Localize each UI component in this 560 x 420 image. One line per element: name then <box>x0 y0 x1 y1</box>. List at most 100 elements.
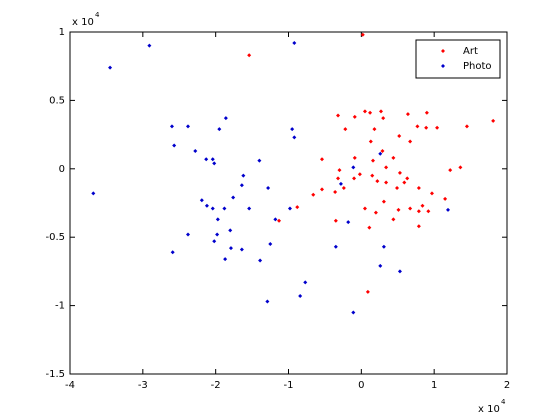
scatter-point <box>212 239 217 244</box>
scatter-point <box>320 187 325 192</box>
scatter-point <box>265 299 270 304</box>
scatter-point <box>397 133 402 138</box>
scatter-point <box>336 113 341 118</box>
scatter-point <box>185 232 190 237</box>
scatter-point <box>185 124 190 129</box>
scatter-point <box>391 155 396 160</box>
scatter-point <box>336 176 341 181</box>
scatter-point <box>337 168 342 173</box>
scatter-point <box>217 127 222 132</box>
x-tick-label: -4 <box>65 380 75 391</box>
scatter-point <box>320 157 325 162</box>
scatter-point <box>424 110 429 115</box>
legend-marker <box>441 64 445 68</box>
scatter-point <box>378 263 383 268</box>
scatter-point <box>365 289 370 294</box>
scatter-point <box>222 206 227 211</box>
scatter-point <box>210 157 215 162</box>
scatter-point <box>426 209 431 214</box>
scatter-point <box>341 185 346 190</box>
scatter-point <box>241 173 246 178</box>
scatter-point <box>266 185 271 190</box>
legend-label: Art <box>463 46 478 57</box>
scatter-point <box>215 217 220 222</box>
scatter-point <box>372 127 377 132</box>
scatter-point <box>458 165 463 170</box>
x-tick-label: 1 <box>431 380 437 391</box>
scatter-point <box>408 139 413 144</box>
scatter-point <box>193 149 198 154</box>
scatter-point <box>416 209 421 214</box>
scatter-point <box>239 183 244 188</box>
scatter-point <box>352 155 357 160</box>
scatter-point <box>257 158 262 163</box>
y-exponent-base: x 10 <box>72 17 94 28</box>
scatter-point <box>408 206 413 211</box>
scatter-point <box>384 165 389 170</box>
scatter-point <box>378 151 383 156</box>
scatter-point <box>397 269 402 274</box>
scatter-point <box>303 280 308 285</box>
scatter-point <box>367 225 372 230</box>
scatter-point <box>360 32 365 37</box>
scatter-point <box>381 199 386 204</box>
scatter-point <box>172 143 177 148</box>
scatter-point <box>290 127 295 132</box>
y-exponent: x 10 4 <box>72 11 100 28</box>
scatter-point <box>295 205 300 210</box>
x-exponent-power: 4 <box>501 398 506 406</box>
scatter-point <box>258 258 263 263</box>
scatter-point <box>464 124 469 129</box>
scatter-point <box>169 124 174 129</box>
x-tick-label: -3 <box>138 380 148 391</box>
scatter-point <box>370 158 375 163</box>
scatter-point <box>384 180 389 185</box>
scatter-point <box>311 192 316 197</box>
scatter-point <box>212 161 217 166</box>
scatter-point <box>380 149 385 154</box>
scatter-point <box>231 195 236 200</box>
scatter-point <box>416 224 421 229</box>
scatter-point <box>338 181 343 186</box>
scatter-point <box>343 127 348 132</box>
scatter-point <box>368 110 373 115</box>
scatter-point <box>352 114 357 119</box>
scatter-point <box>395 185 400 190</box>
scatter-point <box>170 250 175 255</box>
scatter-point <box>247 206 252 211</box>
scatter-point <box>429 191 434 196</box>
y-exponent-power: 4 <box>95 11 100 19</box>
scatter-point <box>405 112 410 117</box>
legend-box <box>415 39 501 79</box>
scatter-point <box>204 203 209 208</box>
scatter-point <box>346 220 351 225</box>
y-tick-label: 1 <box>59 27 65 38</box>
scatter-point <box>351 165 356 170</box>
scatter-point <box>223 116 228 121</box>
scatter-point <box>491 118 496 123</box>
y-tick-label: -1.5 <box>45 369 65 380</box>
scatter-point <box>91 191 96 196</box>
scatter-point <box>228 246 233 251</box>
scatter-point <box>435 125 440 130</box>
scatter-point <box>443 196 448 201</box>
scatter-point <box>268 242 273 247</box>
scatter-point <box>273 217 278 222</box>
y-tick-label: 0.5 <box>49 95 65 106</box>
scatter-point <box>277 218 282 223</box>
scatter-point <box>210 206 215 211</box>
x-tick-label: -2 <box>211 380 221 391</box>
scatter-point <box>370 173 375 178</box>
x-exponent: x 10 4 <box>478 398 506 415</box>
legend-label: Photo <box>463 61 492 72</box>
x-tick-label: -1 <box>284 380 294 391</box>
scatter-point <box>247 53 252 58</box>
x-exponent-base: x 10 <box>478 404 500 415</box>
scatter-point <box>239 247 244 252</box>
scatter-point <box>352 176 357 181</box>
scatter-point <box>416 185 421 190</box>
scatter-point <box>333 190 338 195</box>
scatter-point <box>287 206 292 211</box>
scatter-point <box>448 168 453 173</box>
scatter-point <box>199 198 204 203</box>
